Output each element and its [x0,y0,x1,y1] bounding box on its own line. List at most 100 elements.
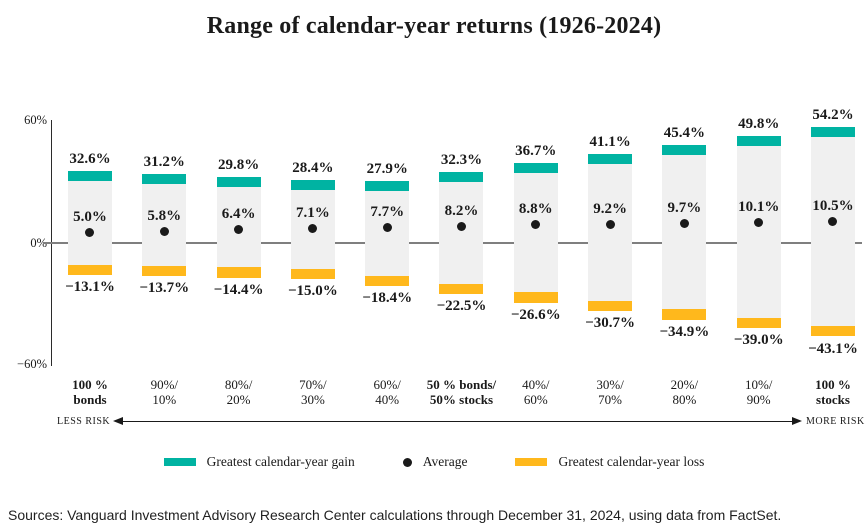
category-label: 20%/ 80% [647,377,721,407]
loss-swatch-icon [515,458,548,466]
gain-value-label: 28.4% [292,159,334,176]
loss-cap [588,300,633,312]
category-label: 90%/ 10% [127,377,201,407]
gain-value-label: 32.6% [69,151,111,168]
gain-cap [67,171,112,182]
loss-value-label: −39.0% [733,332,784,349]
gain-cap [662,144,707,156]
bar-column: 45.4% 9.7% −34.9% 20%/ 80% [647,0,721,532]
bar-column: 31.2% 5.8% −13.7% 90%/ 10% [127,0,201,532]
average-dot [234,225,244,235]
legend-loss-label: Greatest calendar-year loss [558,454,705,469]
bar-column: 36.7% 8.8% −26.6% 40%/ 60% [499,0,573,532]
range-bar [662,144,707,320]
loss-value-label: −18.4% [362,289,413,306]
bar-column: 29.8% 6.4% −14.4% 80%/ 20% [201,0,275,532]
bar-column: 28.4% 7.1% −15.0% 70%/ 30% [276,0,350,532]
average-dot-icon [402,457,412,467]
loss-value-label: −15.0% [287,282,338,299]
average-dot [382,222,392,232]
average-dot [828,216,838,226]
legend: Greatest calendar-year gain Average Grea… [0,452,868,472]
range-bar [67,171,112,275]
average-value-label: 8.8% [518,201,553,218]
category-line2: 20% [226,391,251,407]
range-bar [513,162,558,303]
category-line1: 10%/ [744,377,773,392]
category-line1: 100 % [72,377,108,392]
arrow-right-icon [792,417,802,425]
gain-cap [290,179,335,190]
loss-value-label: −22.5% [436,298,487,315]
loss-cap [67,264,112,275]
average-value-label: 9.2% [593,200,627,217]
average-value-label: 5.8% [147,207,182,224]
loss-cap [736,317,781,329]
gain-cap [142,173,187,185]
average-value-label: 10.1% [738,198,780,215]
gain-value-label: 27.9% [366,160,408,177]
category-line1: 80%/ [224,377,253,392]
legend-item-loss: Greatest calendar-year loss [515,454,704,470]
y-tick-label-60: 60% [24,113,47,127]
average-dot [159,226,169,236]
category-line2: stocks [816,391,850,407]
average-dot [605,219,615,229]
category-line1: 40%/ [522,377,550,392]
average-dot [456,221,466,231]
category-line2: 40% [375,391,400,407]
y-tick-label-minus60: −60% [17,357,47,371]
category-label: 10%/ 90% [722,377,796,407]
range-bar [142,173,187,277]
bar-column: 41.1% 9.2% −30.7% 30%/ 70% [573,0,647,532]
average-value-label: 6.4% [221,206,256,223]
loss-cap [216,267,261,278]
loss-value-label: −13.7% [139,280,190,297]
category-label: 80%/ 20% [201,377,275,407]
category-line2: 30% [300,391,325,407]
gain-value-label: 49.8% [738,115,780,132]
category-line1: 60%/ [373,377,401,392]
legend-item-average: Average [402,454,468,470]
legend-average-label: Average [422,454,468,469]
loss-cap [513,292,558,303]
category-line1: 100 % [815,377,851,392]
more-risk-label: MORE RISK [806,416,865,427]
bar-column: 49.8% 10.1% −39.0% 10%/ 90% [722,0,796,532]
average-value-label: 9.7% [667,199,702,216]
gain-value-label: 36.7% [515,142,557,159]
range-bar [588,153,633,312]
gain-cap [736,135,781,147]
average-value-label: 8.2% [444,202,479,219]
average-dot [679,218,689,228]
average-value-label: 5.0% [73,209,107,226]
category-label: 40%/ 60% [499,377,573,407]
category-label: 60%/ 40% [350,377,424,407]
gain-value-label: 45.4% [663,124,706,141]
loss-cap [142,265,187,277]
average-dot [531,220,541,230]
loss-cap [810,326,855,337]
average-dot [754,217,764,227]
category-label: 50 % bonds/ 50% stocks [424,377,498,407]
range-bar [290,179,335,279]
gain-cap [216,176,261,188]
category-line2: 10% [152,391,177,407]
category-line1: 70%/ [299,377,327,392]
category-line2: 70% [598,391,622,407]
legend-gain-label: Greatest calendar-year gain [206,454,355,469]
average-dot [85,228,95,238]
gain-swatch-icon [163,458,196,466]
loss-value-label: −30.7% [585,315,635,332]
legend-item-gain: Greatest calendar-year gain [163,454,355,470]
range-bar [810,126,855,337]
loss-value-label: −34.9% [659,323,710,340]
bar-column: 27.9% 7.7% −18.4% 60%/ 40% [350,0,424,532]
loss-value-label: −13.1% [65,279,115,295]
loss-cap [290,268,335,279]
loss-cap [439,283,484,295]
gain-cap [810,126,855,138]
category-line2: 60% [523,391,548,407]
gain-value-label: 31.2% [143,153,185,170]
